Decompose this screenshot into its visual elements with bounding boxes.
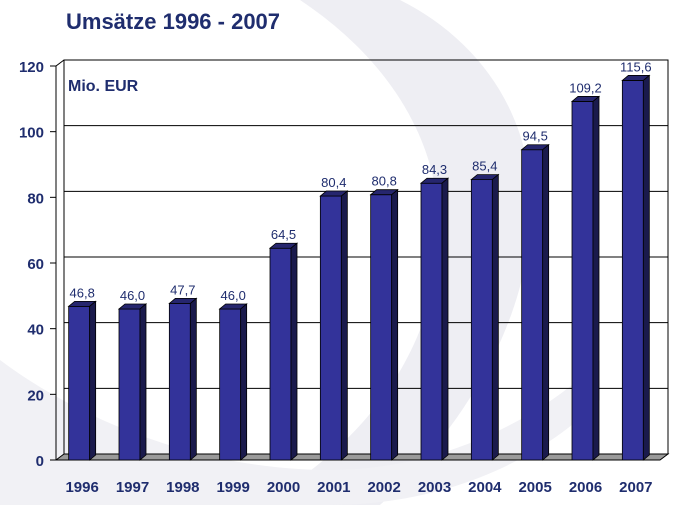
bar-front [370,194,393,461]
y-tick-label: 0 [36,453,44,470]
value-label: 94,5 [523,129,548,144]
value-label: 109,2 [569,80,602,95]
value-label: 80,4 [321,175,346,190]
chart-title: Umsätze 1996 - 2007 [66,9,281,34]
y-tick-label: 40 [27,322,44,339]
bar [419,177,450,461]
bar [369,188,399,461]
bar [168,297,198,461]
value-label: 115,6 [620,59,652,74]
axes [50,59,670,461]
x-tick-label: 2007 [619,479,652,496]
value-label: 80,8 [372,174,397,189]
bar-side [642,74,650,461]
bar-side [441,177,449,461]
y-tick-labels: 0 20 40 60 80 100 120 [19,59,44,470]
bar [218,303,248,461]
bar-side [391,188,399,461]
bar-front [269,247,292,461]
bar-front [621,80,644,461]
x-tick-label: 2000 [267,479,300,496]
bar [319,190,349,461]
bar-front [521,149,544,461]
value-labels: 46,8 46,0 47,7 46,0 64,5 80,4 80,8 84,3 85,4 94,5… [70,59,652,303]
x-tick-label: 1997 [116,479,149,496]
bar [117,303,148,461]
bar-side [139,303,147,461]
bars [67,74,651,461]
unit-label: Mio. EUR [68,78,139,95]
x-tick-label: 2004 [468,479,502,496]
x-tick-label: 2001 [317,479,350,496]
bar [520,143,550,461]
value-label: 85,4 [472,159,497,174]
value-label: 46,8 [70,285,95,300]
x-tick-label: 2002 [367,479,400,496]
bar-side [491,173,499,461]
bar [470,173,500,461]
x-tick-label: 1998 [166,479,199,496]
bar-front [319,195,342,461]
y-axis-depth-edge [55,59,65,67]
y-tick-label: 120 [19,59,44,76]
x-tick-label: 1999 [216,479,249,496]
bar-front [118,308,141,461]
bar-side [542,143,550,461]
bar [621,74,651,461]
value-label: 84,3 [422,162,447,177]
y-tick-label: 60 [27,256,44,273]
bar-side [290,242,298,461]
x-tick-labels: 1996 1997 1998 1999 2000 2001 2002 2003 2004 2005… [65,479,652,496]
bar-side [592,95,600,461]
bar-side [89,300,97,461]
bar-front [68,305,91,461]
x-tick-label: 2005 [518,479,551,496]
value-label: 47,7 [170,282,195,297]
bar-front [168,302,191,461]
y-tick-label: 80 [27,190,44,207]
bar [67,300,97,461]
y-tick-label: 20 [27,387,44,404]
bar-front [571,101,594,461]
value-label: 64,5 [271,227,296,242]
y-tick-label: 100 [19,125,44,142]
bar [268,242,299,461]
bar [570,95,601,461]
chart-floor [54,453,670,461]
x-tick-label: 2003 [418,479,451,496]
bar-side [189,297,197,461]
bar-front [470,179,493,461]
bar-side [340,190,348,461]
bar-side [240,303,248,461]
value-label: 46,0 [120,288,145,303]
bar-front [420,182,443,461]
x-tick-label: 1996 [65,479,98,496]
x-tick-label: 2006 [569,479,602,496]
value-label: 46,0 [221,288,246,303]
bar-front [219,308,242,461]
